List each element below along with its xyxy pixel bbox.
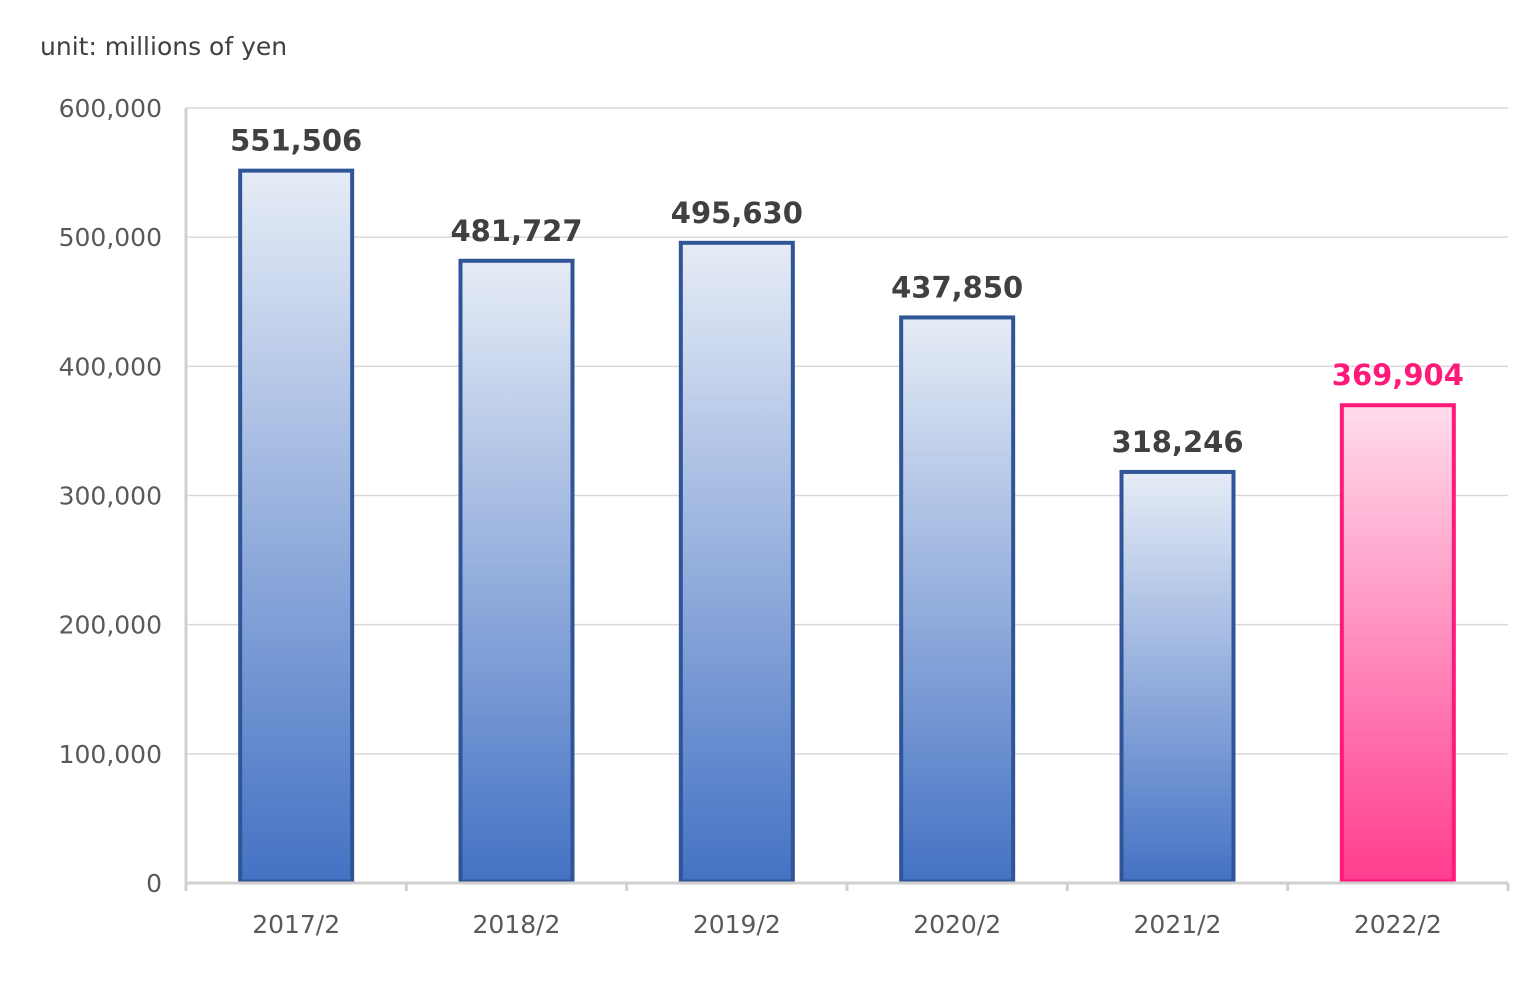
y-tick-label: 100,000 xyxy=(59,740,162,769)
x-tick-label: 2019/2 xyxy=(693,910,781,939)
y-tick-label: 600,000 xyxy=(59,94,162,123)
gridlines xyxy=(186,107,1508,755)
data-label: 495,630 xyxy=(671,196,803,230)
data-label: 437,850 xyxy=(891,270,1023,304)
y-tick-label: 300,000 xyxy=(59,482,162,511)
data-label: 481,727 xyxy=(450,214,582,248)
bar-2021-2 xyxy=(1119,469,1236,884)
y-tick-label: 0 xyxy=(146,869,162,898)
labels: 0 100,000 200,000 300,000 400,000 500,000 600,… xyxy=(59,94,1464,939)
x-tick-label: 2020/2 xyxy=(913,910,1001,939)
data-label: 551,506 xyxy=(230,124,362,158)
bar-2022-2 xyxy=(1339,403,1456,884)
x-tick-label: 2017/2 xyxy=(252,910,340,939)
data-label: 369,904 xyxy=(1332,358,1464,392)
y-tick-label: 400,000 xyxy=(59,352,162,381)
y-tick-label: 500,000 xyxy=(59,223,162,252)
bar-2018-2 xyxy=(458,258,575,884)
bars xyxy=(238,168,1456,884)
bar-2019-2 xyxy=(678,240,795,884)
x-tick-label: 2021/2 xyxy=(1134,910,1222,939)
axes xyxy=(184,108,1510,891)
y-tick-label: 200,000 xyxy=(59,611,162,640)
bar-2017-2 xyxy=(238,168,355,884)
unit-label: unit: millions of yen xyxy=(40,32,288,61)
bar-2020-2 xyxy=(899,315,1016,884)
x-tick-label: 2022/2 xyxy=(1354,910,1442,939)
x-tick-label: 2018/2 xyxy=(473,910,561,939)
data-label: 318,246 xyxy=(1111,425,1243,459)
